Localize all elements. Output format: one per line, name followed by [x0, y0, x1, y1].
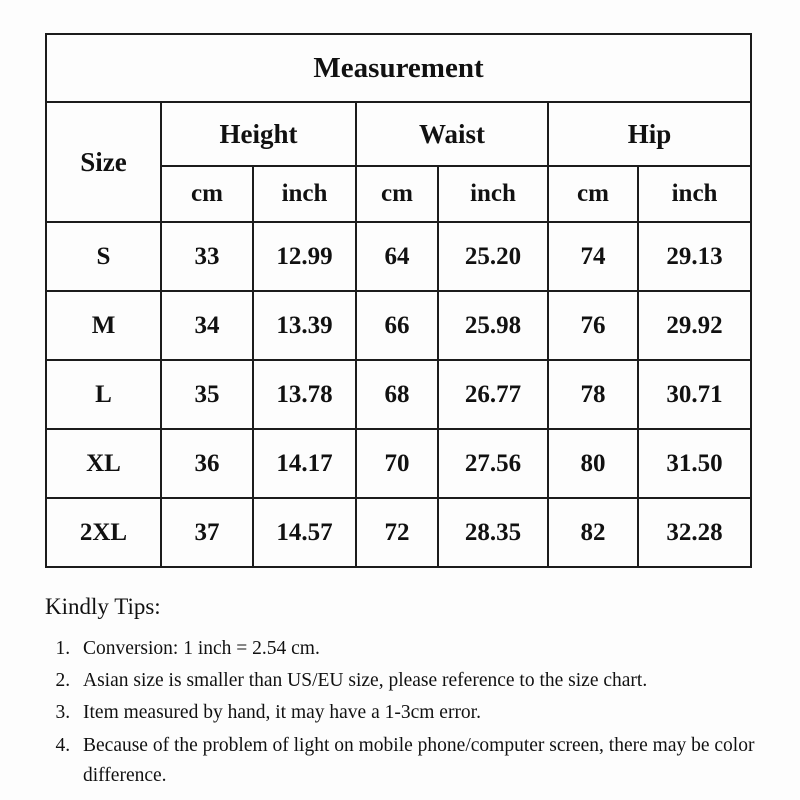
size-cell: M: [45, 290, 162, 361]
tip-item-color-difference: Because of the problem of light on mobil…: [75, 731, 765, 791]
table-row-m: M 34 13.39 66 25.98 76 29.92: [45, 290, 753, 361]
measurement-table: Measurement Size Height Waist Hip cm inc…: [44, 33, 753, 568]
size-cell: XL: [45, 428, 162, 499]
value-cell: 36: [160, 428, 254, 499]
value-cell: 26.77: [437, 359, 549, 430]
value-cell: 27.56: [437, 428, 549, 499]
value-cell: 72: [355, 497, 439, 568]
value-cell: 13.78: [252, 359, 357, 430]
table-group-header-row: Size Height Waist Hip: [45, 101, 753, 223]
value-cell: 28.35: [437, 497, 549, 568]
tip-item-hand-measure: Item measured by hand, it may have a 1-3…: [75, 698, 765, 728]
size-cell: 2XL: [45, 497, 162, 568]
table-title-row: Measurement: [44, 33, 753, 103]
value-cell: 31.50: [636, 428, 753, 499]
value-cell: 12.99: [252, 221, 357, 292]
hip-group-header: Hip: [546, 101, 753, 167]
value-cell: 33: [160, 221, 254, 292]
size-cell: L: [45, 359, 162, 430]
value-cell: 29.13: [636, 221, 753, 292]
value-cell: 78: [547, 359, 639, 430]
table-title: Measurement: [44, 33, 753, 103]
value-cell: 35: [160, 359, 254, 430]
value-cell: 37: [160, 497, 254, 568]
value-cell: 68: [355, 359, 439, 430]
value-cell: 14.57: [252, 497, 357, 568]
value-cell: 34: [160, 290, 254, 361]
hip-inch-header: inch: [636, 165, 753, 223]
value-cell: 30.71: [636, 359, 753, 430]
value-cell: 80: [547, 428, 639, 499]
value-cell: 25.98: [437, 290, 549, 361]
height-group-header: Height: [160, 101, 357, 167]
waist-inch-header: inch: [437, 165, 549, 223]
height-inch-header: inch: [252, 165, 357, 223]
kindly-tips-section: Kindly Tips: Conversion: 1 inch = 2.54 c…: [45, 594, 765, 791]
table-row-xl: XL 36 14.17 70 27.56 80 31.50: [45, 428, 753, 499]
table-row-2xl: 2XL 37 14.57 72 28.35 82 32.28: [45, 497, 753, 568]
value-cell: 25.20: [437, 221, 549, 292]
value-cell: 13.39: [252, 290, 357, 361]
value-cell: 70: [355, 428, 439, 499]
waist-cm-header: cm: [355, 165, 439, 223]
value-cell: 29.92: [636, 290, 753, 361]
table-row-s: S 33 12.99 64 25.20 74 29.13: [45, 221, 753, 292]
tips-list: Conversion: 1 inch = 2.54 cm. Asian size…: [45, 634, 765, 791]
value-cell: 64: [355, 221, 439, 292]
tip-item-conversion: Conversion: 1 inch = 2.54 cm.: [75, 634, 765, 664]
tip-item-asian-size: Asian size is smaller than US/EU size, p…: [75, 666, 765, 696]
value-cell: 74: [547, 221, 639, 292]
value-cell: 82: [547, 497, 639, 568]
value-cell: 66: [355, 290, 439, 361]
value-cell: 14.17: [252, 428, 357, 499]
table-row-l: L 35 13.78 68 26.77 78 30.71: [45, 359, 753, 430]
value-cell: 76: [547, 290, 639, 361]
table-unit-header-row: cm inch cm inch cm inch: [46, 165, 753, 223]
hip-cm-header: cm: [547, 165, 639, 223]
waist-group-header: Waist: [355, 101, 549, 167]
tips-heading: Kindly Tips:: [45, 594, 161, 619]
size-cell: S: [45, 221, 162, 292]
height-cm-header: cm: [160, 165, 254, 223]
size-column-header: Size: [45, 101, 162, 223]
value-cell: 32.28: [636, 497, 753, 568]
